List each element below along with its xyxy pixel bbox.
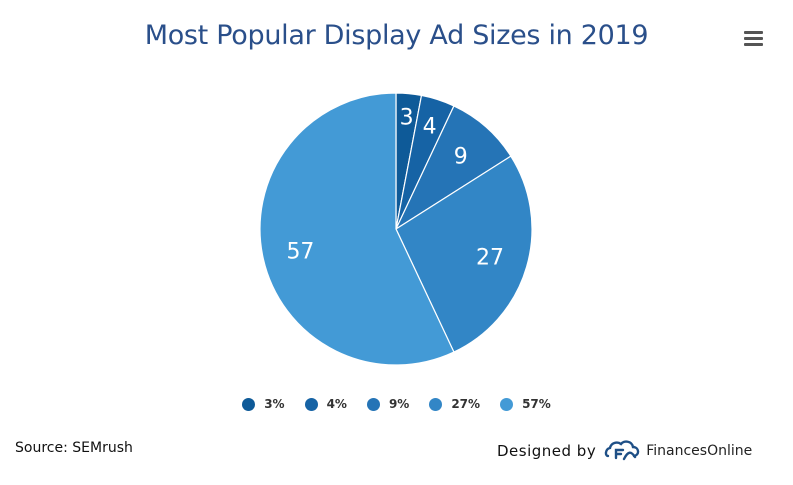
legend-item-27[interactable]: 27% xyxy=(429,397,480,411)
legend-label: 4% xyxy=(326,397,347,411)
chart-title: Most Popular Display Ad Sizes in 2019 xyxy=(144,20,649,51)
brand-name: FinancesOnline xyxy=(646,443,753,459)
designed-by-credit: Designed by FinancesOnline xyxy=(497,438,752,464)
data-label-9: 9 xyxy=(454,145,468,170)
legend-marker xyxy=(429,397,443,411)
legend-label: 3% xyxy=(264,397,285,411)
source-note: Source: SEMrush xyxy=(15,440,133,456)
hamburger-menu-icon[interactable] xyxy=(744,31,764,47)
legend-marker xyxy=(242,397,256,411)
legend-item-9[interactable]: 9% xyxy=(366,397,410,411)
chart-legend: 3% 4% 9% 27% 57% xyxy=(0,397,793,411)
financesonline-logo-icon xyxy=(605,440,640,461)
legend-item-3[interactable]: 3% xyxy=(242,397,285,411)
pie-slice-27[interactable] xyxy=(395,155,533,353)
legend-marker xyxy=(366,397,380,411)
pie-slice-57[interactable] xyxy=(259,92,455,366)
credit-text: Designed by xyxy=(497,442,597,460)
data-label-57: 57 xyxy=(286,239,314,264)
legend-marker xyxy=(500,397,514,411)
data-label-3: 3 xyxy=(400,106,414,131)
legend-label: 57% xyxy=(522,397,551,411)
legend-label: 27% xyxy=(451,397,481,411)
legend-marker xyxy=(304,397,318,411)
legend-item-4[interactable]: 4% xyxy=(304,397,347,411)
pie-chart: 3 49 27 57 xyxy=(259,92,533,366)
data-label-27: 27 xyxy=(476,245,504,270)
legend-label: 9% xyxy=(388,397,410,411)
data-label-4: 4 xyxy=(423,115,437,140)
legend-item-57[interactable]: 57% xyxy=(500,397,551,411)
